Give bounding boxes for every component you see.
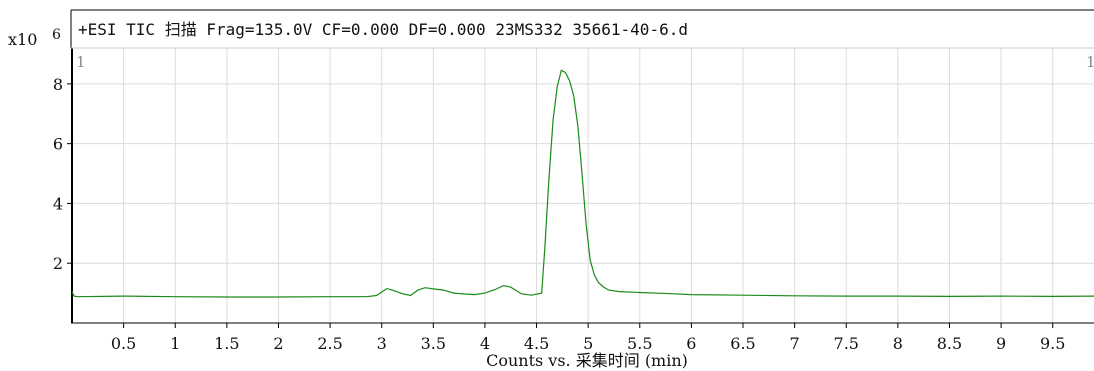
x-tick-label: 2 <box>273 334 283 353</box>
x-tick-label: 1.5 <box>214 334 239 353</box>
x-tick-label: 9.5 <box>1040 334 1065 353</box>
x-tick-label: 8.5 <box>937 334 962 353</box>
x-tick-label: 6.5 <box>730 334 755 353</box>
y-tick-labels: 2 4 6 8 <box>53 75 72 273</box>
series-line <box>71 69 1094 298</box>
x-tick-label: 7 <box>790 334 800 353</box>
x-tick-label: 8 <box>893 334 903 353</box>
x-tick-label: 4 <box>480 334 490 353</box>
corner-label-left: 1 <box>76 53 86 71</box>
y-tick-label: 6 <box>53 135 63 154</box>
x-tick-label: 0.5 <box>111 334 136 353</box>
x-tick-label: 9 <box>996 334 1006 353</box>
x-tick-label: 3 <box>377 334 387 353</box>
chart-title: +ESI TIC 扫描 Frag=135.0V CF=0.000 DF=0.00… <box>78 20 688 39</box>
grid-lines <box>72 48 1094 323</box>
x-tick-label: 7.5 <box>834 334 859 353</box>
x-tick-label: 1 <box>170 334 180 353</box>
y-multiplier: x10 <box>8 30 37 49</box>
x-tick-label: 2.5 <box>317 334 342 353</box>
y-tick-label: 8 <box>53 75 63 94</box>
y-tick-label: 4 <box>53 194 63 213</box>
x-tick-labels: 0.5 1 1.5 2 2.5 3 3.5 4 4.5 5 5.5 6 6.5 7 7.5 8 8.5 9 9.5 <box>111 323 1065 353</box>
axes <box>70 9 1094 324</box>
x-tick-label: 5.5 <box>627 334 652 353</box>
corner-label-right: 1 <box>1086 53 1094 71</box>
x-tick-label: 5 <box>583 334 593 353</box>
x-axis-label: Counts vs. 采集时间 (min) <box>486 351 688 370</box>
x-tick-label: 3.5 <box>421 334 446 353</box>
x-tick-label: 6 <box>686 334 696 353</box>
x-tick-label: 4.5 <box>524 334 549 353</box>
y-tick-label: 2 <box>53 254 63 273</box>
y-multiplier-exponent: 6 <box>52 27 61 43</box>
